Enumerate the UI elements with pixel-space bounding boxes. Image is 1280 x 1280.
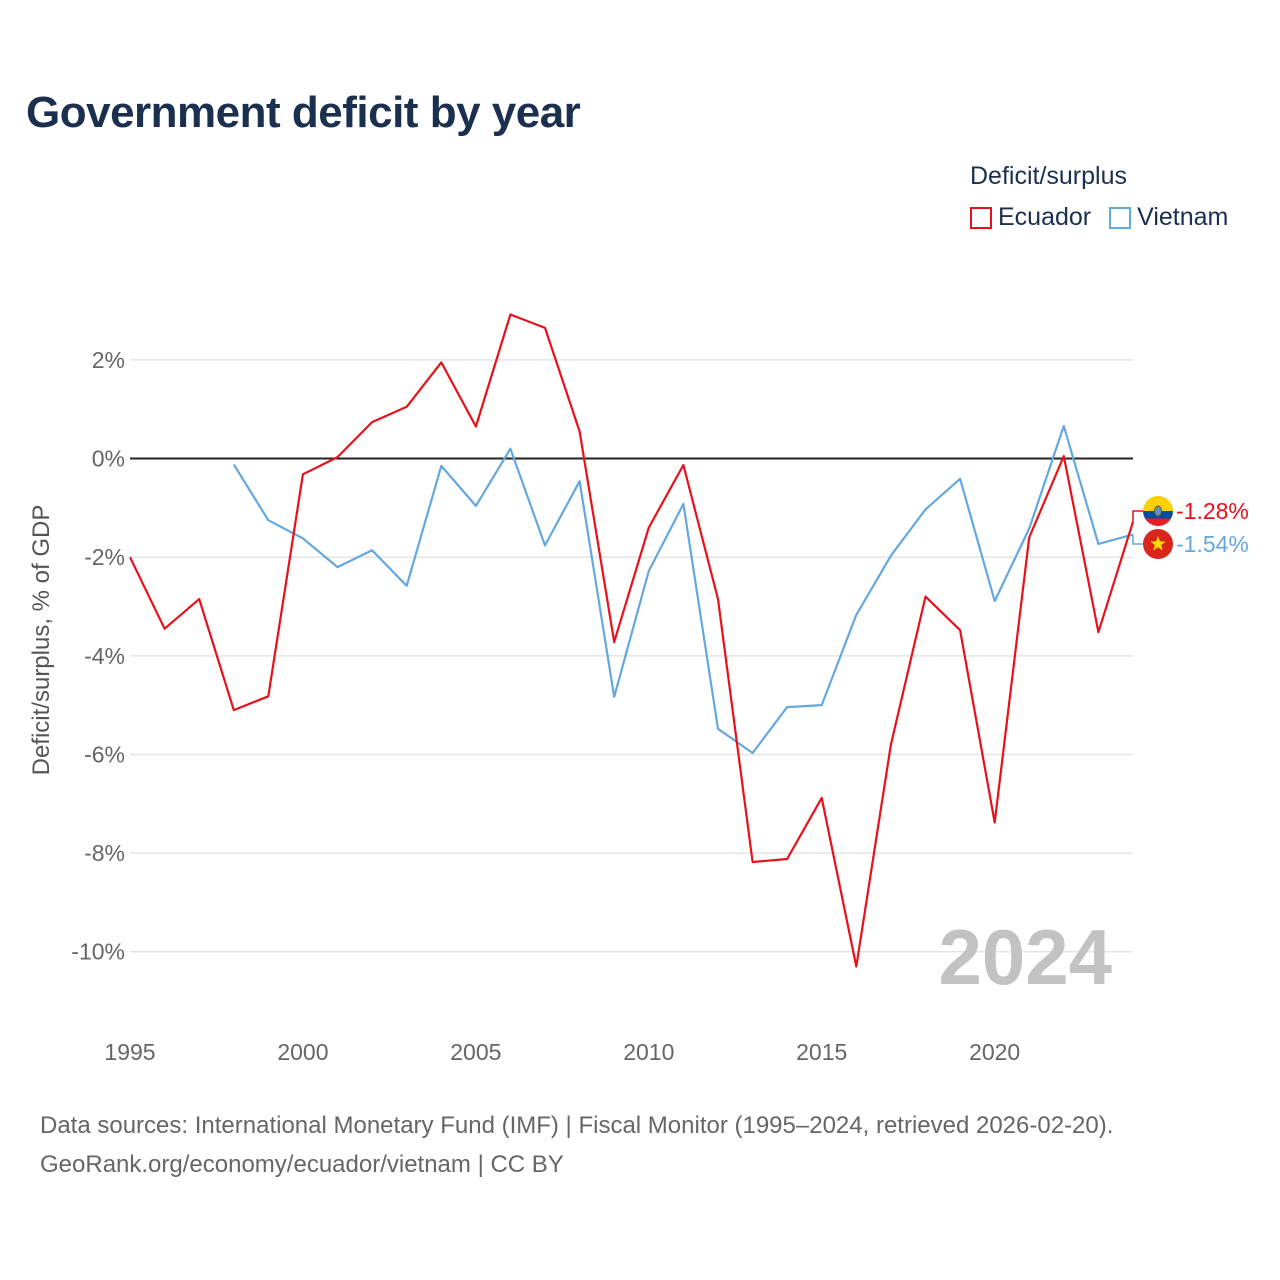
flag-band-yellow	[1143, 496, 1173, 511]
legend-label-vietnam: Vietnam	[1137, 203, 1229, 231]
credit-link[interactable]: GeoRank.org/economy/ecuador/vietnam | CC…	[40, 1151, 564, 1178]
legend-item-vietnam[interactable]: Vietnam	[1109, 203, 1228, 232]
legend-swatch-vietnam	[1109, 206, 1132, 229]
x-tick-label: 1995	[104, 1039, 155, 1065]
legend-swatch-ecuador	[970, 206, 992, 229]
end-connector	[1132, 510, 1143, 522]
legend-label-ecuador: Ecuador	[998, 203, 1092, 231]
y-tick-label: -6%	[84, 741, 125, 767]
legend-item-ecuador[interactable]: Ecuador	[970, 203, 1091, 232]
y-tick-label: -4%	[84, 643, 125, 669]
x-tick-label: 2005	[450, 1039, 501, 1065]
legend-title: Deficit/surplus	[970, 162, 1127, 190]
x-tick-label: 2015	[796, 1039, 847, 1065]
data-sources: Data sources: International Monetary Fun…	[40, 1112, 1114, 1139]
y-tick-label: -2%	[84, 544, 125, 570]
flag-bands	[1143, 496, 1173, 526]
end-value-label-ecuador: -1.28%	[1176, 498, 1249, 524]
flag-star	[1150, 536, 1166, 551]
flag-emblem	[1154, 505, 1162, 517]
footer: Data sources: International Monetary Fun…	[40, 1106, 1113, 1184]
x-tick-label: 2020	[969, 1039, 1020, 1065]
series-line-vietnam	[232, 424, 1134, 755]
y-tick-label: 0%	[92, 446, 125, 472]
x-tick-label: 2000	[277, 1039, 328, 1065]
y-tick-label: -8%	[84, 840, 125, 866]
end-value-label-vietnam: -1.54%	[1176, 531, 1249, 557]
legend: Ecuador Vietnam	[970, 203, 1228, 232]
x-tick-label: 2010	[623, 1039, 674, 1065]
series-line-ecuador	[129, 313, 1135, 968]
year-watermark: 2024	[938, 913, 1112, 1001]
flag-band-red	[1143, 518, 1173, 526]
page-title: Government deficit by year	[26, 88, 581, 137]
y-tick-label: -10%	[71, 939, 125, 965]
y-tick-label: 2%	[92, 347, 125, 373]
ecuador-flag-icon	[1143, 496, 1173, 526]
end-connector	[1132, 534, 1143, 545]
vietnam-flag-icon	[1143, 529, 1173, 559]
